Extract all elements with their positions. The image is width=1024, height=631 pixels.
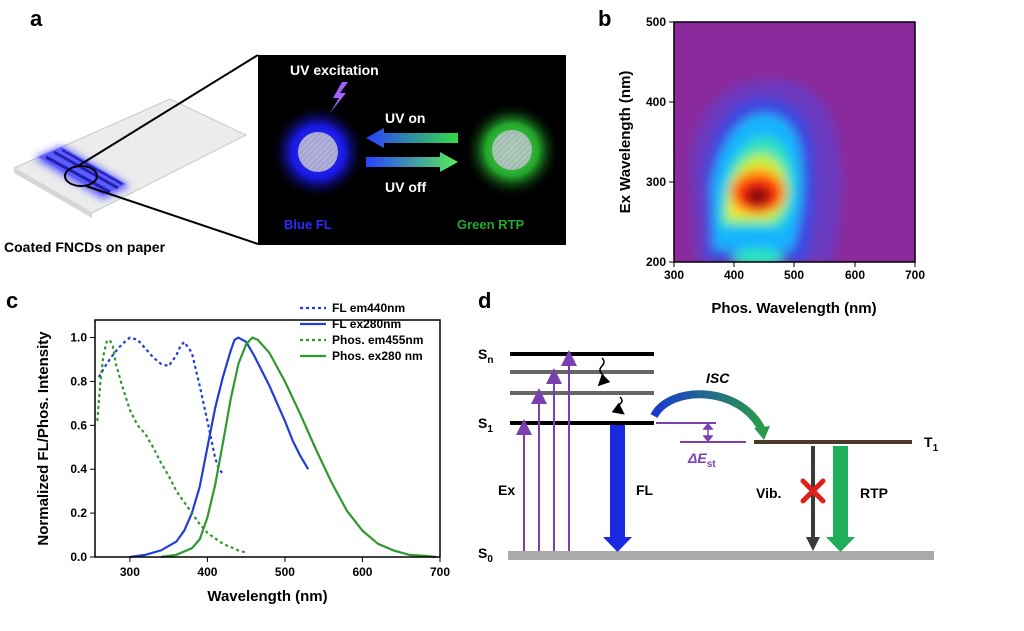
- b-ytick-500: 500: [646, 15, 666, 29]
- x-tick-label: 300: [120, 565, 140, 579]
- panel-d: Sn S1 S0 T1 Ex FL ISC ΔEst: [478, 346, 939, 565]
- panel-label-c: c: [6, 288, 19, 313]
- rtp-arrow: [826, 446, 855, 552]
- b-xlabel: Phos. Wavelength (nm): [711, 300, 876, 317]
- uv-off-arrow: [366, 152, 458, 172]
- series-line-3: [160, 336, 437, 559]
- ic-squiggle-2: [611, 396, 625, 415]
- isc-arrow: [650, 390, 766, 432]
- chart-legend: FL em440nm FL ex280nm Phos. em455nm Phos. e…: [300, 301, 423, 363]
- heatmap: [690, 79, 842, 262]
- x-tick-label: 400: [197, 565, 217, 579]
- b-xtick-500: 500: [784, 268, 804, 282]
- coated-pattern: [38, 147, 126, 195]
- b-xtick-300: 300: [664, 268, 684, 282]
- b-xtick-700: 700: [905, 268, 925, 282]
- level-s0: [508, 551, 934, 560]
- y-tick-label: 0.2: [70, 506, 87, 520]
- ex-label: Ex: [498, 482, 515, 498]
- panel-label-a: a: [30, 6, 43, 31]
- legend-label-0: FL em440nm: [332, 301, 405, 315]
- zoom-line-top: [77, 54, 259, 167]
- y-tick-label: 0.0: [70, 550, 87, 564]
- chart-ylabel: Normalized FL/Phos. Intensity: [35, 331, 52, 546]
- label-sn: Sn: [478, 346, 493, 366]
- magnifier-circle: [64, 165, 98, 187]
- coated-caption: Coated FNCDs on paper: [4, 239, 166, 255]
- b-ytick-200: 200: [646, 255, 666, 269]
- dest-label: ΔEst: [687, 450, 716, 470]
- chart-frame: [94, 319, 441, 558]
- b-xtick-400: 400: [724, 268, 744, 282]
- label-s1: S1: [478, 415, 493, 435]
- panel-label-d: d: [478, 288, 492, 313]
- panel-label-b: b: [598, 6, 612, 31]
- uv-on-label: UV on: [385, 110, 425, 126]
- series-line-0: [97, 336, 224, 475]
- chart-ticks: 300 400 500 600 700 0.0 0.2 0.4 0.6 0.8 1.0: [70, 331, 450, 579]
- legend-label-1: FL ex280nm: [332, 317, 401, 331]
- lightning-icon: [330, 82, 348, 113]
- x-tick-label: 500: [275, 565, 295, 579]
- blue-fl-label: Blue FL: [284, 217, 332, 232]
- b-xtick-600: 600: [845, 268, 865, 282]
- x-tick-label: 700: [430, 565, 450, 579]
- b-ytick-400: 400: [646, 95, 666, 109]
- blocked-x-icon: [800, 478, 826, 504]
- b-x-ticks: [673, 262, 916, 267]
- ex-arrows: [516, 350, 577, 551]
- zoom-line-bottom: [85, 185, 259, 245]
- rtp-label: RTP: [860, 485, 888, 501]
- isc-arrowhead: [754, 426, 770, 440]
- series-line-1: [129, 336, 310, 559]
- uv-on-arrow: [366, 128, 458, 148]
- green-sample: [492, 130, 532, 170]
- b-ylabel: Ex Wavelength (nm): [617, 71, 634, 214]
- panel-a: UV excitation UV on UV off Blue FL Green…: [4, 54, 566, 255]
- label-t1: T1: [924, 434, 939, 454]
- dest-arrow: [702, 422, 714, 443]
- fl-arrow: [603, 425, 632, 552]
- chart-series-group: [96, 336, 437, 559]
- uv-excitation-label: UV excitation: [290, 62, 379, 78]
- legend-label-3: Phos. ex280 nm: [332, 349, 423, 363]
- vib-label: Vib.: [756, 485, 781, 501]
- x-tick-label: 600: [352, 565, 372, 579]
- paper-edge: [14, 168, 92, 218]
- panel-c-chart: 300 400 500 600 700 0.0 0.2 0.4 0.6 0.8 1.0 FL em4…: [35, 301, 450, 605]
- fl-label: FL: [636, 482, 654, 498]
- b-y-ticks: [669, 21, 674, 263]
- y-tick-label: 1.0: [70, 331, 87, 345]
- isc-label: ISC: [706, 370, 730, 386]
- chart-xlabel: Wavelength (nm): [207, 588, 327, 605]
- ic-squiggle-1: [597, 357, 611, 387]
- b-ytick-300: 300: [646, 175, 666, 189]
- panel-b: 300 400 500 600 700 200 300 400 500 Phos…: [617, 15, 925, 317]
- legend-label-2: Phos. em455nm: [332, 333, 423, 347]
- green-rtp-label: Green RTP: [457, 217, 525, 232]
- label-s0: S0: [478, 545, 493, 565]
- uv-off-label: UV off: [385, 179, 427, 195]
- blue-sample: [298, 132, 338, 172]
- y-tick-label: 0.6: [70, 418, 87, 432]
- y-tick-label: 0.8: [70, 374, 87, 388]
- y-tick-label: 0.4: [70, 462, 87, 476]
